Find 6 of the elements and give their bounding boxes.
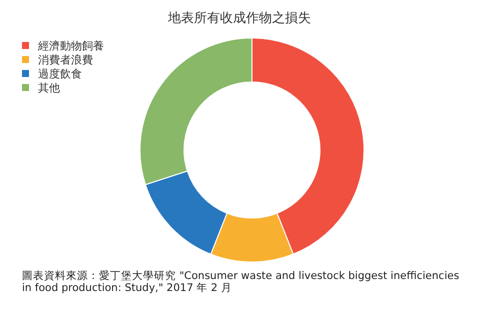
legend-label: 經濟動物飼養 <box>37 40 104 52</box>
chart-title: 地表所有收成作物之損失 <box>167 11 311 26</box>
text: 圖表資料來源：愛丁堡大學研究 "Consumer waste and livestock biggest inefficiencies in food production: Study," 2017 年 2 月 <box>22 270 460 294</box>
legend-label: 消費者浪費 <box>38 54 93 66</box>
legend-label: 過度飲食 <box>38 68 82 80</box>
legend-label: 其他 <box>38 82 60 94</box>
